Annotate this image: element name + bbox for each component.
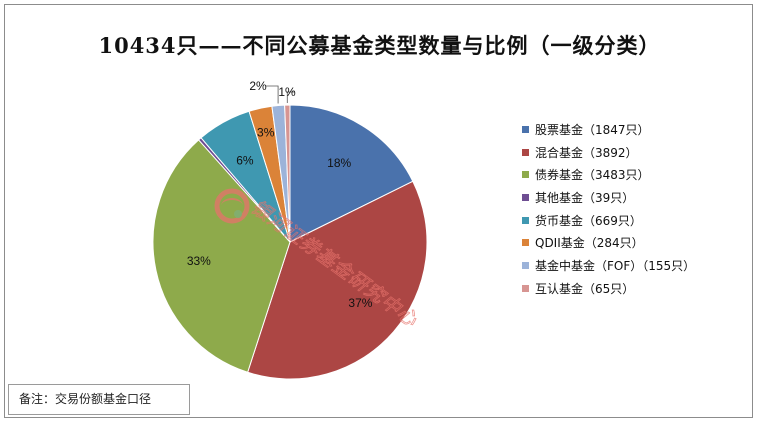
legend-swatch xyxy=(522,261,529,269)
slice-label-3: 33% xyxy=(187,254,211,268)
legend: 股票基金（1847只） 混合基金（3892） 债券基金（3483只） 其他基金（39只… xyxy=(522,118,695,300)
leader-line-7 xyxy=(266,85,279,104)
legend-swatch xyxy=(522,148,529,156)
legend-item-6: QDII基金（284只） xyxy=(522,231,695,254)
slice-label-8: 1% xyxy=(278,85,296,99)
legend-swatch xyxy=(522,216,529,224)
slice-labels: 18% 37% 33% 6%3% 2% 1% xyxy=(187,79,373,310)
legend-label: 股票基金（1847只） xyxy=(535,122,650,137)
legend-item-1: 股票基金（1847只） xyxy=(522,118,695,141)
pie-slices xyxy=(152,104,428,380)
legend-swatch xyxy=(522,284,529,292)
legend-label: QDII基金（284只） xyxy=(535,236,644,251)
legend-label: 混合基金（3892） xyxy=(535,145,638,160)
legend-label: 货币基金（669只） xyxy=(535,213,642,228)
legend-item-3: 债券基金（3483只） xyxy=(522,163,695,186)
legend-item-5: 货币基金（669只） xyxy=(522,209,695,232)
pie-slice-3 xyxy=(152,139,291,373)
legend-label: 基金中基金（FOF）（155只） xyxy=(535,258,696,273)
legend-item-7: 基金中基金（FOF）（155只） xyxy=(522,254,695,277)
slice-label-6: 3% xyxy=(257,125,275,139)
legend-item-2: 混合基金（3892） xyxy=(522,141,695,164)
pie-slice-2 xyxy=(247,180,428,380)
slice-label-2: 37% xyxy=(348,296,372,310)
legend-item-8: 互认基金（65只） xyxy=(522,277,695,300)
slice-label-7: 2% xyxy=(249,79,267,93)
legend-swatch xyxy=(522,125,529,133)
leader-line-8 xyxy=(286,91,295,104)
chart-title: 10434只——不同公募基金类型数量与比例（一级分类） xyxy=(98,33,661,58)
legend-item-4: 其他基金（39只） xyxy=(522,186,695,209)
note-box: 备注：交易份额基金口径 xyxy=(8,384,190,415)
slice-label-1: 18% xyxy=(327,156,351,170)
legend-label: 其他基金（39只） xyxy=(535,190,635,205)
pie-slice-8 xyxy=(284,104,291,243)
legend-swatch xyxy=(522,239,529,247)
legend-swatch xyxy=(522,171,529,179)
pie-slice-1 xyxy=(289,104,414,243)
slice-label-5: 6% xyxy=(236,153,254,167)
legend-swatch xyxy=(522,193,529,201)
watermark-logo xyxy=(214,188,250,224)
legend-label: 债券基金（3483只） xyxy=(535,168,650,183)
legend-label: 互认基金（65只） xyxy=(535,281,635,296)
